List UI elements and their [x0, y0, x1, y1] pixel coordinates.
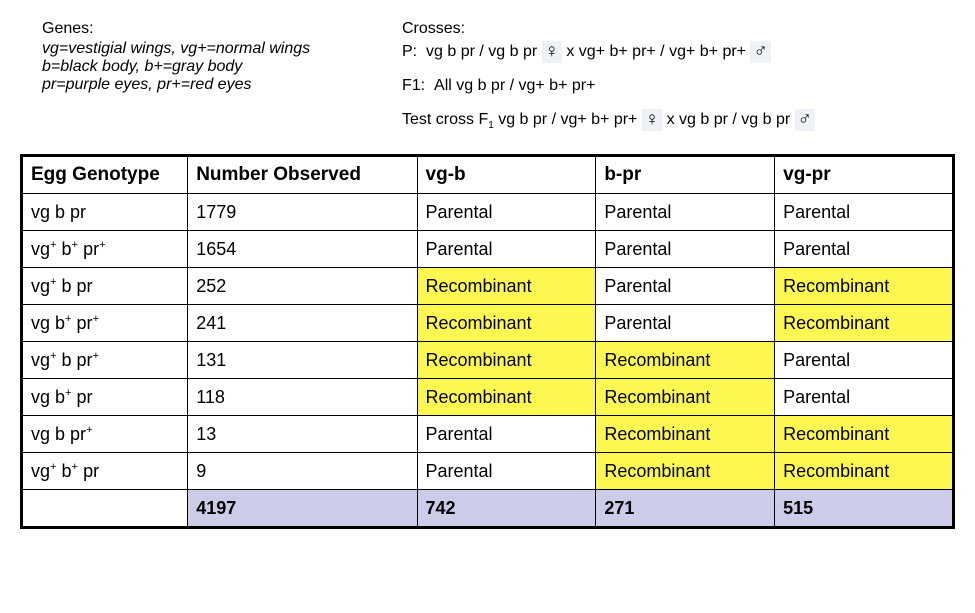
cell-vgb: Parental: [417, 453, 596, 490]
genes-line-1: vg=vestigial wings, vg+=normal wings: [42, 40, 378, 58]
cell-number: 13: [188, 416, 417, 453]
cell-vgb: Recombinant: [417, 342, 596, 379]
table-row: vg+ b+ pr+1654ParentalParentalParental: [22, 231, 954, 268]
cell-vgpr: Recombinant: [775, 453, 954, 490]
cross-testcross-line: Test cross F1 vg b pr / vg+ b+ pr+ ♀ x v…: [402, 108, 955, 132]
cross-f1-line: F1: All vg b pr / vg+ b+ pr+: [402, 74, 955, 98]
cross-tc-left: vg b pr / vg+ b+ pr+: [498, 111, 637, 128]
table-totals-row: 4197742271515: [22, 490, 954, 528]
th-vgpr: vg-pr: [775, 156, 954, 194]
cell-genotype: vg b pr: [22, 194, 188, 231]
cross-p-left: vg b pr / vg b pr: [426, 43, 537, 60]
cell-bpr: Parental: [596, 268, 775, 305]
th-vgb: vg-b: [417, 156, 596, 194]
cell-bpr: Parental: [596, 305, 775, 342]
cell-number: 1654: [188, 231, 417, 268]
th-bpr: b-pr: [596, 156, 775, 194]
cross-p-line: P: vg b pr / vg b pr ♀ x vg+ b+ pr+ / vg…: [402, 40, 955, 64]
cell-bpr: Recombinant: [596, 453, 775, 490]
cell-number: 9: [188, 453, 417, 490]
cross-f1-text: All vg b pr / vg+ b+ pr+: [434, 77, 595, 94]
cell-vgpr: 515: [775, 490, 954, 528]
cross-tc-mid: x vg b pr / vg b pr: [667, 111, 791, 128]
cell-vgpr: Recombinant: [775, 268, 954, 305]
genes-line-2: b=black body, b+=gray body: [42, 58, 378, 76]
cell-vgpr: Parental: [775, 342, 954, 379]
cell-bpr: Recombinant: [596, 342, 775, 379]
crosses-heading: Crosses:: [402, 20, 955, 38]
cell-vgb: Recombinant: [417, 268, 596, 305]
table-row: vg b pr+13ParentalRecombinantRecombinant: [22, 416, 954, 453]
cell-genotype: vg b+ pr+: [22, 305, 188, 342]
female-icon: ♀: [642, 109, 662, 131]
cell-genotype: vg+ b+ pr+: [22, 231, 188, 268]
cell-vgpr: Recombinant: [775, 305, 954, 342]
th-number: Number Observed: [188, 156, 417, 194]
cell-vgpr: Recombinant: [775, 416, 954, 453]
genes-block: Genes: vg=vestigial wings, vg+=normal wi…: [42, 20, 378, 142]
table-header-row: Egg Genotype Number Observed vg-b b-pr v…: [22, 156, 954, 194]
cell-vgb: Parental: [417, 231, 596, 268]
cell-bpr: 271: [596, 490, 775, 528]
cell-genotype: vg+ b+ pr: [22, 453, 188, 490]
cell-genotype: [22, 490, 188, 528]
cell-vgb: Parental: [417, 416, 596, 453]
cross-tc-label: Test cross F1: [402, 111, 494, 128]
cross-p-mid: x vg+ b+ pr+ / vg+ b+ pr+: [566, 43, 746, 60]
cell-bpr: Parental: [596, 231, 775, 268]
results-table: Egg Genotype Number Observed vg-b b-pr v…: [20, 154, 955, 529]
cell-vgpr: Parental: [775, 194, 954, 231]
cell-number: 118: [188, 379, 417, 416]
cell-bpr: Parental: [596, 194, 775, 231]
cell-bpr: Recombinant: [596, 379, 775, 416]
table-row: vg+ b+ pr9ParentalRecombinantRecombinant: [22, 453, 954, 490]
cell-vgb: Parental: [417, 194, 596, 231]
male-icon: ♂: [750, 41, 770, 63]
crosses-block: Crosses: P: vg b pr / vg b pr ♀ x vg+ b+…: [402, 20, 955, 142]
genes-heading: Genes:: [42, 20, 378, 38]
female-icon: ♀: [542, 41, 562, 63]
page-root: Genes: vg=vestigial wings, vg+=normal wi…: [0, 0, 975, 613]
table-row: vg b pr1779ParentalParentalParental: [22, 194, 954, 231]
table-row: vg b+ pr+241RecombinantParentalRecombina…: [22, 305, 954, 342]
cell-vgpr: Parental: [775, 379, 954, 416]
header-region: Genes: vg=vestigial wings, vg+=normal wi…: [42, 20, 955, 142]
table-row: vg+ b pr252RecombinantParentalRecombinan…: [22, 268, 954, 305]
cell-vgb: 742: [417, 490, 596, 528]
cell-number: 4197: [188, 490, 417, 528]
cell-genotype: vg+ b pr+: [22, 342, 188, 379]
cross-f1-label: F1:: [402, 77, 425, 94]
cell-number: 1779: [188, 194, 417, 231]
table-row: vg+ b pr+131RecombinantRecombinantParent…: [22, 342, 954, 379]
male-icon: ♂: [795, 109, 815, 131]
cell-genotype: vg b pr+: [22, 416, 188, 453]
cross-p-label: P:: [402, 43, 417, 60]
th-genotype: Egg Genotype: [22, 156, 188, 194]
table-row: vg b+ pr118RecombinantRecombinantParenta…: [22, 379, 954, 416]
cell-genotype: vg b+ pr: [22, 379, 188, 416]
cell-vgb: Recombinant: [417, 305, 596, 342]
cell-number: 131: [188, 342, 417, 379]
table-body: vg b pr1779ParentalParentalParentalvg+ b…: [22, 194, 954, 528]
cell-number: 241: [188, 305, 417, 342]
cell-number: 252: [188, 268, 417, 305]
cell-genotype: vg+ b pr: [22, 268, 188, 305]
cell-bpr: Recombinant: [596, 416, 775, 453]
cell-vgpr: Parental: [775, 231, 954, 268]
cell-vgb: Recombinant: [417, 379, 596, 416]
genes-line-3: pr=purple eyes, pr+=red eyes: [42, 76, 378, 94]
